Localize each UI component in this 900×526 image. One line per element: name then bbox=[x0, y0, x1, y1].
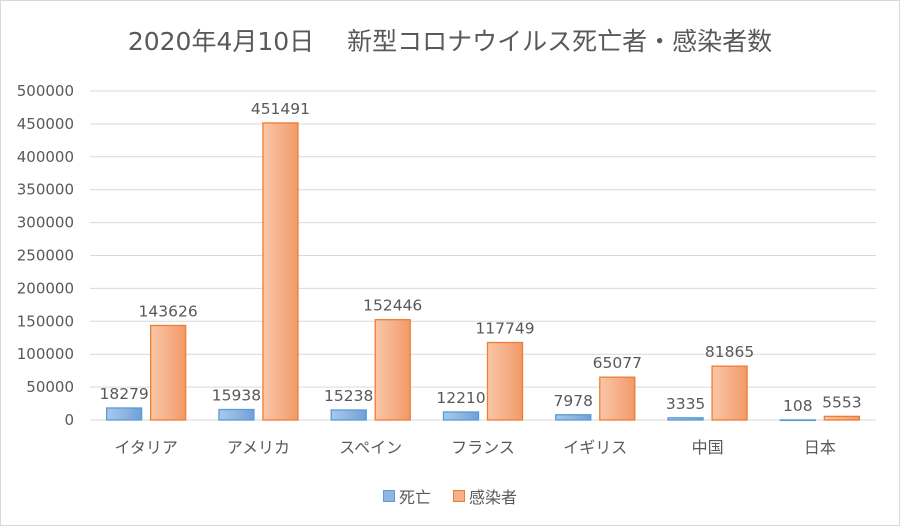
bar-deaths bbox=[105, 407, 143, 421]
bar-infections bbox=[486, 341, 524, 421]
y-tick-label: 500000 bbox=[17, 82, 74, 100]
data-label-infections: 81865 bbox=[705, 343, 754, 361]
x-axis-categories: イタリア アメリカ スペイン フランス イギリス 中国 日本 bbox=[114, 438, 835, 457]
x-category-label: アメリカ bbox=[227, 438, 290, 457]
data-label-deaths: 3335 bbox=[666, 395, 705, 413]
data-label-infections: 451491 bbox=[251, 100, 310, 118]
y-tick-label: 450000 bbox=[17, 115, 74, 133]
bar-deaths bbox=[442, 411, 480, 421]
bars bbox=[105, 122, 861, 422]
data-label-infections: 5553 bbox=[822, 393, 861, 411]
y-tick-label: 250000 bbox=[17, 247, 74, 265]
legend-swatch-infections bbox=[453, 490, 465, 502]
y-tick-label: 200000 bbox=[17, 279, 74, 297]
legend-item-deaths: 死亡 bbox=[382, 484, 431, 508]
x-category-label: イギリス bbox=[563, 438, 627, 457]
x-category-label: フランス bbox=[451, 438, 515, 457]
data-label-infections: 65077 bbox=[593, 354, 642, 372]
y-axis-ticks: 0 50000 100000 150000 200000 250000 300000 3500… bbox=[17, 82, 74, 429]
bar-deaths bbox=[667, 417, 704, 421]
legend-swatch-deaths bbox=[382, 490, 395, 502]
bar-infections bbox=[823, 415, 861, 421]
bar-infections bbox=[262, 122, 299, 421]
data-label-deaths: 18279 bbox=[99, 385, 148, 403]
legend-label-deaths: 死亡 bbox=[398, 488, 431, 507]
data-label-deaths: 7978 bbox=[554, 392, 593, 410]
y-tick-label: 50000 bbox=[26, 378, 74, 396]
bar-infections bbox=[711, 365, 748, 421]
data-label-deaths: 108 bbox=[783, 397, 813, 415]
chart-title: 2020年4月10日 新型コロナウイルス死亡者・感染者数 bbox=[127, 27, 773, 56]
data-label-infections: 152446 bbox=[363, 297, 422, 315]
x-category-label: イタリア bbox=[114, 438, 177, 457]
legend-item-infections: 感染者 bbox=[453, 484, 517, 508]
y-tick-label: 100000 bbox=[17, 345, 74, 363]
data-label-deaths: 15938 bbox=[212, 387, 261, 405]
legend-label-infections: 感染者 bbox=[469, 488, 518, 507]
x-category-label: スペイン bbox=[339, 438, 402, 457]
bar-deaths bbox=[555, 414, 592, 421]
x-category-label: 日本 bbox=[804, 438, 836, 457]
bar-deaths bbox=[218, 408, 255, 421]
y-tick-label: 300000 bbox=[17, 214, 74, 232]
data-label-deaths: 15238 bbox=[324, 387, 373, 405]
gridlines bbox=[90, 90, 876, 421]
bar-deaths bbox=[779, 419, 817, 422]
bar-infections bbox=[599, 376, 636, 421]
data-label-infections: 143626 bbox=[139, 302, 198, 320]
data-label-deaths: 12210 bbox=[436, 389, 485, 407]
x-category-label: 中国 bbox=[692, 438, 724, 457]
bar-deaths bbox=[330, 409, 367, 421]
legend: 死亡 感染者 bbox=[0, 484, 900, 508]
data-labels: 18279 143626 15938 451491 15238 152446 12210 11… bbox=[99, 100, 861, 415]
y-tick-label: 400000 bbox=[17, 148, 74, 166]
data-label-infections: 117749 bbox=[475, 320, 534, 338]
y-tick-label: 150000 bbox=[17, 312, 74, 330]
bar-infections bbox=[149, 324, 187, 421]
y-tick-label: 350000 bbox=[17, 181, 74, 199]
y-tick-label: 0 bbox=[64, 411, 74, 429]
bar-infections bbox=[374, 319, 411, 421]
